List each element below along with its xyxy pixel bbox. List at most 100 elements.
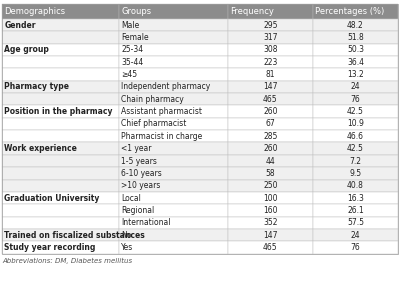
Bar (2, 44, 119, 56)
Bar (313, 241, 398, 254)
Text: Chain pharmacy: Chain pharmacy (121, 95, 184, 104)
Bar (119, 204, 228, 217)
Text: 13.2: 13.2 (347, 70, 364, 79)
Bar (313, 180, 398, 192)
Bar (2, 142, 119, 155)
Bar (228, 44, 313, 56)
Text: Demographics: Demographics (4, 7, 66, 16)
Text: Graduation University: Graduation University (4, 194, 100, 203)
Bar (119, 241, 228, 254)
Bar (228, 31, 313, 44)
Bar (313, 217, 398, 229)
Bar (228, 229, 313, 241)
Text: 36.4: 36.4 (347, 58, 364, 67)
Bar (119, 192, 228, 204)
Bar (313, 118, 398, 130)
Text: 147: 147 (263, 82, 278, 91)
Bar (313, 167, 398, 180)
Text: Regional: Regional (121, 206, 154, 215)
Text: Percentages (%): Percentages (%) (315, 7, 384, 16)
Bar (119, 130, 228, 142)
Text: International: International (121, 218, 171, 227)
Bar (2, 93, 119, 105)
Text: 260: 260 (263, 144, 278, 153)
Text: <1 year: <1 year (121, 144, 152, 153)
Bar (2, 19, 119, 31)
Text: 76: 76 (350, 95, 360, 104)
Bar (313, 19, 398, 31)
Bar (2, 155, 119, 167)
Bar (313, 56, 398, 68)
Bar (119, 19, 228, 31)
Bar (2, 105, 119, 118)
Bar (2, 180, 119, 192)
Text: 16.3: 16.3 (347, 194, 364, 203)
Text: Yes: Yes (121, 243, 134, 252)
Text: 58: 58 (266, 169, 275, 178)
Bar (119, 229, 228, 241)
Text: 44: 44 (266, 157, 275, 166)
Text: 48.2: 48.2 (347, 21, 364, 30)
Text: 223: 223 (263, 58, 278, 67)
Bar (228, 204, 313, 217)
Text: Position in the pharmacy: Position in the pharmacy (4, 107, 113, 116)
Bar (228, 180, 313, 192)
Bar (313, 192, 398, 204)
Text: 465: 465 (263, 243, 278, 252)
Text: 35-44: 35-44 (121, 58, 144, 67)
Text: >10 years: >10 years (121, 181, 160, 190)
Text: 42.5: 42.5 (347, 107, 364, 116)
Text: 76: 76 (350, 243, 360, 252)
Bar (119, 44, 228, 56)
Bar (228, 142, 313, 155)
Bar (2, 241, 119, 254)
Text: 57.5: 57.5 (347, 218, 364, 227)
Text: Pharmacy type: Pharmacy type (4, 82, 70, 91)
Text: 260: 260 (263, 107, 278, 116)
Text: Trained on fiscalized substances: Trained on fiscalized substances (4, 231, 145, 240)
Bar (2, 130, 119, 142)
Text: 285: 285 (263, 132, 278, 141)
Text: 295: 295 (263, 21, 278, 30)
Text: Abbreviations: DM, Diabetes mellitus: Abbreviations: DM, Diabetes mellitus (2, 258, 132, 264)
Bar (228, 81, 313, 93)
Text: Chief pharmacist: Chief pharmacist (121, 119, 186, 128)
Text: Frequency: Frequency (230, 7, 274, 16)
Text: 100: 100 (263, 194, 278, 203)
Text: 42.5: 42.5 (347, 144, 364, 153)
Text: 25-34: 25-34 (121, 45, 143, 54)
Text: 51.8: 51.8 (347, 33, 364, 42)
Text: No: No (121, 231, 132, 240)
Text: Assistant pharmacist: Assistant pharmacist (121, 107, 202, 116)
Text: Study year recording: Study year recording (4, 243, 96, 252)
Bar (228, 192, 313, 204)
Bar (119, 93, 228, 105)
Text: 147: 147 (263, 231, 278, 240)
Text: Groups: Groups (121, 7, 151, 16)
Bar (2, 192, 119, 204)
Bar (313, 155, 398, 167)
Text: Local: Local (121, 194, 141, 203)
Bar (119, 142, 228, 155)
Bar (228, 19, 313, 31)
Text: 26.1: 26.1 (347, 206, 364, 215)
Bar (228, 167, 313, 180)
Text: 308: 308 (263, 45, 278, 54)
Bar (119, 167, 228, 180)
Text: 9.5: 9.5 (349, 169, 362, 178)
Text: 6-10 years: 6-10 years (121, 169, 162, 178)
Bar (2, 217, 119, 229)
Bar (228, 130, 313, 142)
Bar (2, 167, 119, 180)
Bar (313, 81, 398, 93)
Bar (313, 4, 398, 19)
Bar (119, 81, 228, 93)
Bar (119, 56, 228, 68)
Text: 465: 465 (263, 95, 278, 104)
Bar (2, 4, 119, 19)
Bar (313, 130, 398, 142)
Text: 81: 81 (266, 70, 275, 79)
Text: 50.3: 50.3 (347, 45, 364, 54)
Text: 24: 24 (351, 82, 360, 91)
Bar (119, 180, 228, 192)
